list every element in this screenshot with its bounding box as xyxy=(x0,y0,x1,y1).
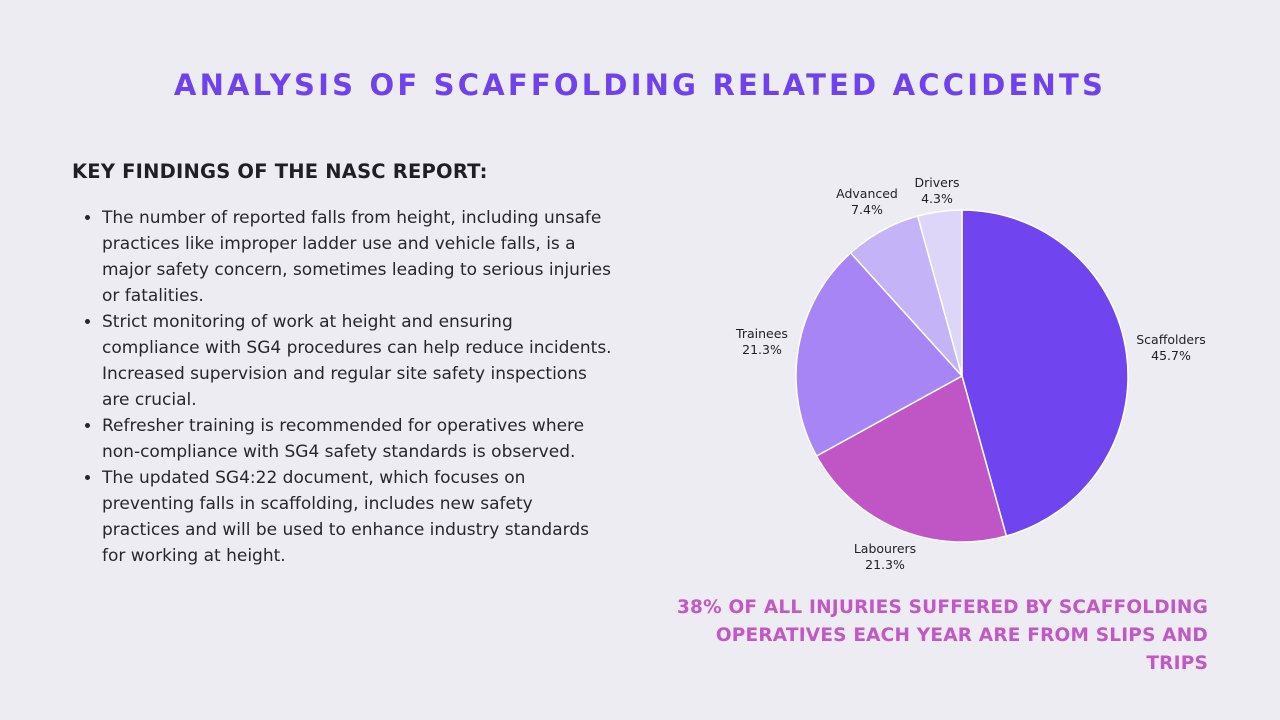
pie-slice-trainees xyxy=(795,251,964,457)
slice-label-trainees: Trainees xyxy=(735,326,788,341)
slice-label-drivers: Drivers xyxy=(915,175,960,190)
slips-trips-callout: 38% OF ALL INJURIES SUFFERED BY SCAFFOLD… xyxy=(648,594,1208,678)
pie-chart-svg: Scaffolders45.7%Labourers21.3%Trainees21… xyxy=(735,175,1206,572)
slice-label-scaffolders: Scaffolders xyxy=(1136,332,1205,347)
finding-item: Strict monitoring of work at height and … xyxy=(102,309,612,413)
finding-item: The number of reported falls from height… xyxy=(102,205,612,309)
key-findings-heading: KEY FINDINGS OF THE NASC REPORT: xyxy=(72,160,488,183)
key-findings-section: KEY FINDINGS OF THE NASC REPORT: The num… xyxy=(72,160,612,569)
callout-line-2: OPERATIVES EACH YEAR ARE FROM SLIPS AND … xyxy=(715,625,1208,674)
pie-slice-labourers xyxy=(815,374,1008,543)
page-title: ANALYSIS OF SCAFFOLDING RELATED ACCIDENT… xyxy=(173,68,1107,102)
slice-value-drivers: 4.3% xyxy=(921,191,953,206)
slice-value-labourers: 21.3% xyxy=(865,557,905,572)
finding-item: The updated SG4:22 document, which focus… xyxy=(102,465,612,569)
pie-slice-scaffolders xyxy=(961,209,1129,537)
slice-label-advanced: Advanced xyxy=(836,186,898,201)
slice-value-advanced: 7.4% xyxy=(851,202,883,217)
key-findings-list: The number of reported falls from height… xyxy=(72,205,612,569)
finding-item: Refresher training is recommended for op… xyxy=(102,413,612,465)
callout-line-1: 38% OF ALL INJURIES SUFFERED BY SCAFFOLD… xyxy=(676,597,1208,618)
slice-value-trainees: 21.3% xyxy=(742,342,782,357)
pie-slice-drivers xyxy=(916,209,963,377)
slice-value-scaffolders: 45.7% xyxy=(1151,348,1191,363)
pie-chart: Scaffolders 45.7% Labourers 21.3% Trainees 21… xyxy=(700,160,1260,580)
slice-label-labourers: Labourers xyxy=(854,541,916,556)
